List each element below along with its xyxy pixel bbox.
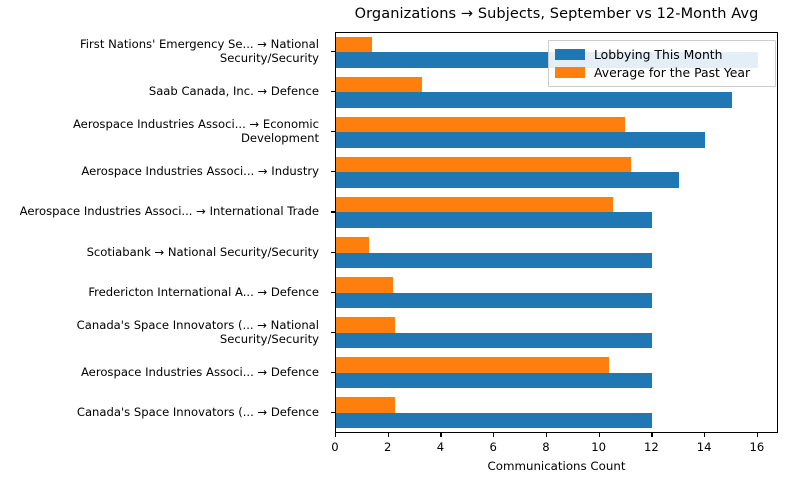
y-axis-tick-label: Aerospace Industries Associ... → Industr… <box>81 164 319 179</box>
x-axis-tick-label: 0 <box>331 440 339 454</box>
bar-lobbying-this-month <box>336 212 653 228</box>
y-axis-tick-mark <box>331 411 335 414</box>
bar-average-past-year <box>336 76 422 93</box>
x-axis-tick-mark <box>387 433 389 437</box>
y-axis-tick-label: Canada's Space Innovators (... → Defence <box>76 404 319 419</box>
x-axis-tick-label: 6 <box>489 440 497 454</box>
y-axis-tick-label: First Nations' Emergency Se... → Nationa… <box>79 37 319 66</box>
x-axis-tick-mark <box>756 433 758 437</box>
legend-item-lobbying-this-month[interactable]: Lobbying This Month <box>555 45 769 63</box>
x-axis-tick-mark <box>651 433 653 437</box>
bar-lobbying-this-month <box>336 132 706 148</box>
bar-average-past-year <box>336 116 625 133</box>
x-axis-tick-label: 14 <box>696 440 712 454</box>
legend-label: Lobbying This Month <box>594 46 723 62</box>
y-axis-tick-mark <box>331 251 335 253</box>
legend-swatch-icon-current <box>555 48 585 60</box>
bar-average-past-year <box>336 277 393 293</box>
bar-lobbying-this-month <box>336 252 653 269</box>
y-axis-tick-mark <box>331 291 335 293</box>
y-axis-tick-mark <box>331 171 335 173</box>
bar-lobbying-this-month <box>336 412 653 429</box>
bars-layer <box>336 33 777 432</box>
x-axis-tick-mark <box>598 433 600 437</box>
bar-average-past-year <box>336 357 609 373</box>
x-axis-tick-mark <box>545 433 548 437</box>
y-axis-tick-label: Aerospace Industries Associ... → Interna… <box>19 204 319 219</box>
y-axis-tick-mark <box>331 51 335 53</box>
bar-average-past-year <box>336 237 369 253</box>
x-axis-tick-label: 4 <box>436 440 445 454</box>
y-axis-tick-label: Saab Canada, Inc. → Defence <box>148 84 319 99</box>
bar-average-past-year <box>336 397 396 413</box>
x-axis-tick-mark <box>440 433 442 437</box>
y-axis-tick-mark <box>331 331 335 333</box>
bar-lobbying-this-month <box>336 332 653 349</box>
x-axis-tick-label: 10 <box>591 440 607 454</box>
plot-area <box>335 32 778 433</box>
x-axis-tick-label: 12 <box>644 440 659 454</box>
y-axis-tick-label: Aerospace Industries Associ... → Economi… <box>72 117 319 146</box>
bar-lobbying-this-month <box>336 292 653 309</box>
y-axis-tick-label: Fredericton International A... → Defence <box>88 284 319 299</box>
y-axis-tick-mark <box>331 211 335 213</box>
x-axis-tick-label: 8 <box>542 440 550 454</box>
x-axis-tick-mark <box>493 433 495 437</box>
y-axis-tick-mark <box>331 371 335 373</box>
legend-label: Average for the Past Year <box>594 64 751 80</box>
x-axis-tick-label: 2 <box>384 440 392 454</box>
legend-swatch-icon-average <box>555 66 585 78</box>
x-axis-tick-label: 16 <box>749 440 765 454</box>
y-axis-tick-mark <box>331 91 335 93</box>
y-axis-labels: First Nations' Emergency Se... → Nationa… <box>0 32 335 433</box>
y-axis-tick-label: Aerospace Industries Associ... → Defence <box>80 364 319 379</box>
bar-lobbying-this-month <box>336 372 653 389</box>
bar-average-past-year <box>336 156 632 173</box>
x-axis-tick-mark <box>704 433 706 437</box>
bar-lobbying-this-month <box>336 92 732 108</box>
chart-title: Organizations → Subjects, September vs 1… <box>354 6 759 22</box>
legend-item-average-past-year[interactable]: Average for the Past Year <box>555 63 769 81</box>
y-axis-tick-label: Canada's Space Innovators (... → Nationa… <box>76 317 319 346</box>
bar-average-past-year <box>336 36 372 53</box>
x-axis-tick-mark <box>335 433 337 437</box>
bar-average-past-year <box>336 317 396 333</box>
y-axis-tick-mark <box>331 131 335 133</box>
bar-average-past-year <box>336 196 613 213</box>
y-axis-tick-label: Scotiabank → National Security/Security <box>86 244 319 259</box>
bar-lobbying-this-month <box>336 172 679 188</box>
chart-legend[interactable]: Lobbying This Month Average for the Past… <box>548 40 776 87</box>
x-axis-title: Communications Count <box>487 459 626 473</box>
